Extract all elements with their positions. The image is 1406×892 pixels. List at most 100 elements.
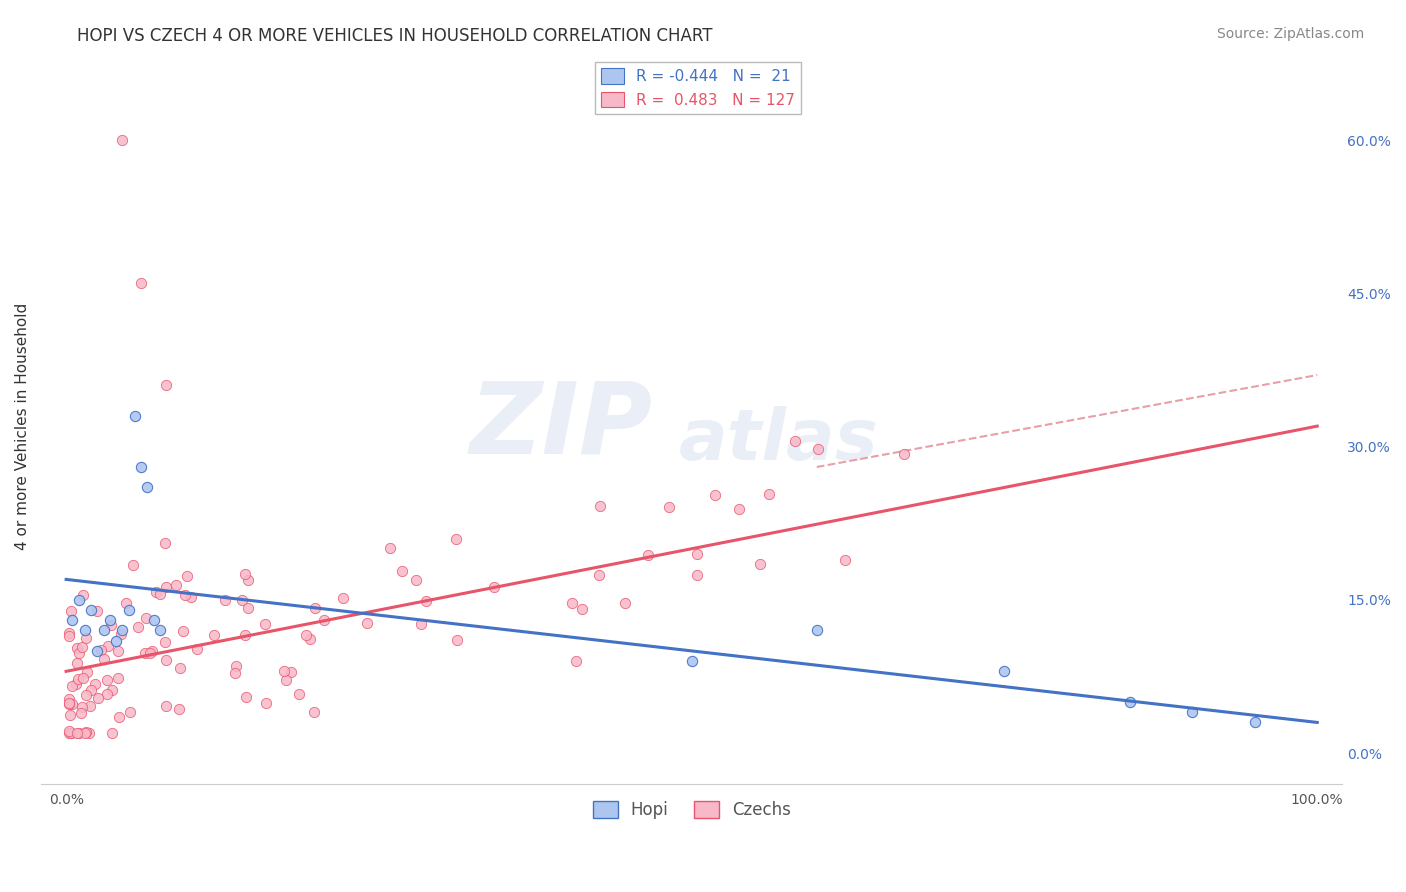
Point — [100, 618, 122, 632]
Point — [69, 706, 91, 721]
Point — [115, 596, 138, 610]
Point — [332, 591, 354, 606]
Text: Source: ZipAtlas.com: Source: ZipAtlas.com — [1216, 27, 1364, 41]
Point — [118, 705, 141, 719]
Point — [165, 578, 187, 592]
Point — [105, 633, 128, 648]
Point — [129, 276, 152, 290]
Point — [571, 602, 593, 616]
Point — [127, 620, 149, 634]
Point — [238, 601, 260, 615]
Point — [67, 646, 90, 660]
Point — [409, 617, 432, 632]
Point — [58, 697, 80, 711]
Point — [204, 628, 226, 642]
Point — [136, 480, 159, 494]
Point — [233, 628, 256, 642]
Legend: Hopi, Czechs: Hopi, Czechs — [586, 794, 797, 825]
Point — [86, 604, 108, 618]
Point — [302, 705, 325, 719]
Point — [58, 692, 80, 706]
Point — [111, 624, 134, 638]
Point — [214, 592, 236, 607]
Point — [100, 725, 122, 739]
Point — [58, 626, 80, 640]
Point — [273, 665, 295, 679]
Point — [66, 725, 89, 739]
Point — [783, 434, 806, 449]
Point — [176, 569, 198, 583]
Point — [564, 654, 586, 668]
Point — [97, 639, 120, 653]
Point — [107, 671, 129, 685]
Point — [993, 665, 1015, 679]
Point — [834, 552, 856, 566]
Point — [1243, 715, 1265, 730]
Point — [155, 580, 177, 594]
Point — [637, 548, 659, 562]
Point — [80, 603, 103, 617]
Point — [134, 646, 156, 660]
Point — [589, 499, 612, 513]
Point — [149, 587, 172, 601]
Point — [153, 536, 176, 550]
Point — [145, 585, 167, 599]
Point — [73, 624, 96, 638]
Point — [72, 699, 94, 714]
Point — [98, 613, 121, 627]
Point — [155, 378, 177, 392]
Point — [288, 687, 311, 701]
Point — [356, 615, 378, 630]
Point — [139, 646, 162, 660]
Point — [304, 601, 326, 615]
Point — [280, 665, 302, 680]
Point — [110, 627, 132, 641]
Point — [77, 725, 100, 739]
Point — [686, 568, 709, 582]
Point — [118, 603, 141, 617]
Point — [96, 673, 118, 687]
Point — [59, 708, 82, 723]
Point — [72, 588, 94, 602]
Point — [67, 725, 90, 739]
Point — [84, 676, 107, 690]
Point — [76, 665, 98, 680]
Point — [93, 624, 115, 638]
Point — [90, 642, 112, 657]
Point — [60, 679, 83, 693]
Point — [314, 613, 336, 627]
Point — [87, 691, 110, 706]
Point — [60, 613, 83, 627]
Point — [65, 677, 87, 691]
Point — [299, 632, 322, 646]
Point — [233, 567, 256, 582]
Point — [380, 541, 402, 556]
Point — [58, 696, 80, 710]
Point — [186, 642, 208, 657]
Point — [686, 547, 709, 561]
Point — [67, 592, 90, 607]
Point — [657, 500, 679, 514]
Point — [65, 641, 87, 656]
Point — [1118, 695, 1140, 709]
Point — [73, 725, 96, 739]
Point — [58, 629, 80, 643]
Point — [703, 488, 725, 502]
Point — [728, 501, 751, 516]
Point — [180, 590, 202, 604]
Point — [108, 710, 131, 724]
Point — [225, 658, 247, 673]
Point — [391, 564, 413, 578]
Point — [59, 604, 82, 618]
Y-axis label: 4 or more Vehicles in Household: 4 or more Vehicles in Household — [15, 302, 30, 549]
Point — [681, 654, 703, 668]
Point — [58, 725, 80, 739]
Point — [107, 644, 129, 658]
Point — [224, 666, 246, 681]
Point — [72, 671, 94, 685]
Point — [444, 532, 467, 546]
Point — [75, 631, 97, 645]
Point — [614, 596, 637, 610]
Point — [75, 724, 97, 739]
Point — [122, 558, 145, 572]
